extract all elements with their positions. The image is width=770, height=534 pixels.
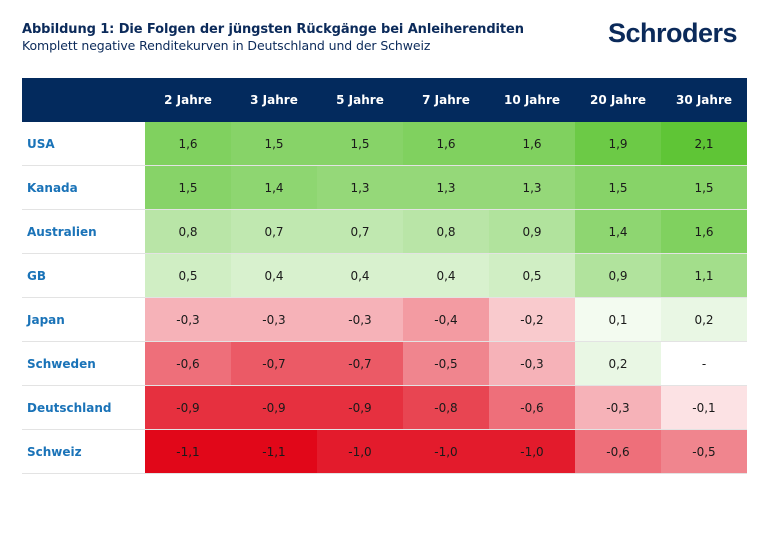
heatmap-cell: 1,6 — [489, 122, 575, 166]
heatmap-cell: -0,3 — [489, 341, 575, 386]
heatmap-cell: 1,5 — [317, 122, 403, 166]
heatmap-cell: 1,3 — [489, 165, 575, 210]
heatmap-cell: 1,1 — [661, 253, 747, 298]
heatmap-cell: 0,5 — [145, 253, 231, 298]
table-row: Australien 0,8 0,7 0,7 0,8 0,9 1,4 1,6 — [22, 209, 747, 254]
row-label: Schweden — [22, 341, 145, 386]
heatmap-cell: -0,1 — [661, 385, 747, 430]
heatmap-cell: 0,4 — [317, 253, 403, 298]
heatmap-cell: -0,8 — [403, 385, 489, 430]
heatmap-cell: 0,2 — [575, 341, 661, 386]
heatmap-cell: -1,1 — [145, 429, 231, 474]
table-row: USA 1,6 1,5 1,5 1,6 1,6 1,9 2,1 — [22, 122, 747, 166]
heatmap-cell: 1,5 — [145, 165, 231, 210]
yield-heatmap-table: 2 Jahre 3 Jahre 5 Jahre 7 Jahre 10 Jahre… — [22, 78, 747, 474]
heatmap-cell: -0,6 — [489, 385, 575, 430]
row-label: USA — [22, 122, 145, 166]
heatmap-cell: 0,7 — [317, 209, 403, 254]
chart-title: Abbildung 1: Die Folgen der jüngsten Rüc… — [22, 22, 524, 37]
schroders-logo: Schroders — [608, 18, 738, 48]
heatmap-cell: 0,1 — [575, 297, 661, 342]
heatmap-cell: 0,9 — [489, 209, 575, 254]
heatmap-cell: -0,7 — [231, 341, 317, 386]
table-row: Japan -0,3 -0,3 -0,3 -0,4 -0,2 0,1 0,2 — [22, 297, 747, 342]
heatmap-cell: 1,4 — [575, 209, 661, 254]
heatmap-cell: 1,6 — [145, 122, 231, 166]
heatmap-cell: -0,6 — [575, 429, 661, 474]
column-header: 2 Jahre — [145, 78, 231, 122]
heatmap-cell: 1,5 — [575, 165, 661, 210]
header-row: 2 Jahre 3 Jahre 5 Jahre 7 Jahre 10 Jahre… — [22, 78, 747, 122]
heatmap-cell: -1,0 — [489, 429, 575, 474]
heatmap-cell: 1,4 — [231, 165, 317, 210]
heatmap-cell: -0,3 — [575, 385, 661, 430]
heatmap-cell: -0,6 — [145, 341, 231, 386]
heatmap-cell: -0,3 — [231, 297, 317, 342]
heatmap-cell: 1,6 — [661, 209, 747, 254]
heatmap-cell: 0,8 — [403, 209, 489, 254]
heatmap-cell: 0,4 — [231, 253, 317, 298]
heatmap-cell: -1,1 — [231, 429, 317, 474]
column-header: 10 Jahre — [489, 78, 575, 122]
column-header: 7 Jahre — [403, 78, 489, 122]
heatmap-cell: -0,5 — [403, 341, 489, 386]
column-header: 5 Jahre — [317, 78, 403, 122]
table-row: GB 0,5 0,4 0,4 0,4 0,5 0,9 1,1 — [22, 253, 747, 298]
heatmap-cell: 0,7 — [231, 209, 317, 254]
row-label: Schweiz — [22, 429, 145, 474]
heatmap-cell: -0,5 — [661, 429, 747, 474]
row-label: Kanada — [22, 165, 145, 210]
heatmap-cell: -0,7 — [317, 341, 403, 386]
heatmap-cell: - — [661, 341, 747, 386]
row-label: GB — [22, 253, 145, 298]
table-row: Schweiz -1,1 -1,1 -1,0 -1,0 -1,0 -0,6 -0,5 — [22, 429, 747, 474]
column-header: 20 Jahre — [575, 78, 661, 122]
heatmap-cell: 2,1 — [661, 122, 747, 166]
heatmap-cell: -0,3 — [317, 297, 403, 342]
heatmap-cell: -0,9 — [231, 385, 317, 430]
heatmap-cell: 0,2 — [661, 297, 747, 342]
heatmap-cell: 1,3 — [403, 165, 489, 210]
row-label: Japan — [22, 297, 145, 342]
row-label: Australien — [22, 209, 145, 254]
heatmap-cell: 0,8 — [145, 209, 231, 254]
heatmap-cell: 0,5 — [489, 253, 575, 298]
heatmap-cell: 1,9 — [575, 122, 661, 166]
heatmap-cell: 1,5 — [231, 122, 317, 166]
heatmap-cell: -0,4 — [403, 297, 489, 342]
row-label: Deutschland — [22, 385, 145, 430]
heatmap-cell: 1,5 — [661, 165, 747, 210]
column-header: 3 Jahre — [231, 78, 317, 122]
heatmap-cell: 0,4 — [403, 253, 489, 298]
heatmap-cell: -0,9 — [145, 385, 231, 430]
heatmap-cell: -1,0 — [403, 429, 489, 474]
chart-subtitle: Komplett negative Renditekurven in Deuts… — [22, 38, 431, 53]
table-row: Deutschland -0,9 -0,9 -0,9 -0,8 -0,6 -0,3 -0,1 — [22, 385, 747, 430]
heatmap-cell: -1,0 — [317, 429, 403, 474]
heatmap-cell: -0,9 — [317, 385, 403, 430]
heatmap-cell: -0,3 — [145, 297, 231, 342]
heatmap-cell: 1,6 — [403, 122, 489, 166]
corner-header — [22, 78, 145, 122]
table-row: Kanada 1,5 1,4 1,3 1,3 1,3 1,5 1,5 — [22, 165, 747, 210]
heatmap-cell: 1,3 — [317, 165, 403, 210]
heatmap-cell: -0,2 — [489, 297, 575, 342]
column-header: 30 Jahre — [661, 78, 747, 122]
table-row: Schweden -0,6 -0,7 -0,7 -0,5 -0,3 0,2- — [22, 341, 747, 386]
heatmap-cell: 0,9 — [575, 253, 661, 298]
